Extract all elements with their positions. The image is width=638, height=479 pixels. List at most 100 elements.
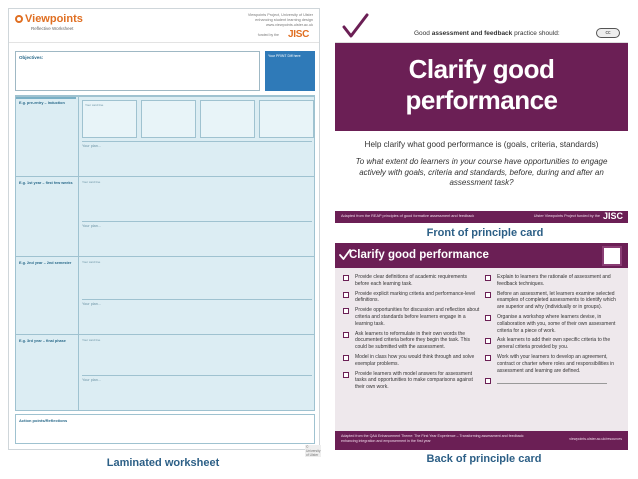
checklist-item: Provide opportunities for discussion and… — [343, 307, 481, 327]
worksheet-subtitle: Reflective Worksheet — [31, 26, 74, 31]
worksheet-footer: © University of Ulster — [305, 445, 322, 457]
plan-label: Your plan... — [82, 375, 312, 382]
checklist-item: Before an assessment, let learners exami… — [485, 291, 623, 311]
tagline-suffix: practice should: — [512, 30, 560, 37]
blue-note-label: Your PRINT Diff here — [268, 54, 301, 58]
row-divider — [78, 257, 79, 334]
back-footer-left: Adapted from the QAA Enhancement Theme: … — [341, 434, 525, 443]
checkbox-icon — [343, 331, 349, 338]
checklist-item-text: Provide opportunities for discussion and… — [355, 307, 480, 327]
row-label: E.g. 3rd year – final phase — [19, 339, 66, 343]
grid-logo-icon — [602, 246, 622, 266]
checkbox-icon — [343, 291, 349, 298]
back-footer-right: viewpoints.ulster.ac.uk/resources — [569, 437, 622, 441]
action-points-label: Action points/Reflections — [19, 418, 68, 423]
checklist-item-text: Model in class how you would think throu… — [355, 353, 475, 367]
header-info-line: www.viewpoints.ulster.ac.uk — [265, 23, 313, 27]
left-checklist: Provide clear definitions of academic re… — [343, 274, 481, 394]
checklist-item-text: Organise a workshop where learners devis… — [497, 313, 616, 334]
checklist-item: Ask learners to reformulate in their own… — [343, 331, 481, 351]
row-label: E.g. 1st year – first few weeks — [19, 181, 73, 185]
checklist-item-text: Work with your learners to develop an ag… — [497, 353, 614, 374]
checkbox-icon — [343, 275, 349, 281]
viewpoints-logo-icon — [15, 15, 23, 23]
back-principle-card: Clarify good performance Provide clear d… — [335, 243, 628, 450]
creative-commons-icon: cc — [596, 28, 620, 38]
checkbox-icon — [485, 314, 491, 321]
card-slot-label: Your card line — [82, 180, 101, 184]
front-principle-card: Good assessment and feedback practice sh… — [335, 10, 628, 223]
checkbox-icon — [343, 371, 349, 378]
checklist-item-text: Provide learners with model answers for … — [355, 370, 473, 391]
front-card-title: Clarify good performance — [405, 54, 559, 115]
blue-note-box: Your PRINT Diff here — [265, 51, 315, 91]
checkbox-icon — [343, 308, 349, 315]
laminated-worksheet: Viewpoints Reflective Worksheet Viewpoin… — [8, 8, 322, 457]
logo-text: Viewpoints — [25, 13, 83, 25]
jisc-logo: JISC — [287, 29, 309, 40]
checklist-item: Ask learners to add their own specific c… — [485, 337, 623, 351]
checklist-item-text: Provide explicit marking criteria and pe… — [355, 290, 476, 304]
tagline-prefix: Good — [414, 30, 432, 37]
worksheet-caption: Laminated worksheet — [106, 457, 220, 469]
jisc-logo: JISC — [602, 211, 623, 221]
card-slot-label: Your card line — [82, 260, 101, 264]
header-info-line: enhancing student learning design — [255, 18, 313, 22]
checklist-item: Provide explicit marking criteria and pe… — [343, 291, 481, 305]
row-label: E.g. pre-entry – Induction — [19, 101, 65, 105]
back-card-title: Clarify good performance — [349, 249, 489, 261]
checkbox-icon — [485, 275, 491, 281]
grid-header-bar — [16, 96, 76, 99]
checklist-item-text: Ask learners to reformulate in their own… — [355, 330, 470, 351]
right-checklist: Explain to learners the rationale of ass… — [485, 274, 623, 387]
checkbox-icon — [343, 354, 349, 361]
front-tagline: Good assessment and feedback practice sh… — [414, 30, 560, 37]
tagline-bold: assessment and feedback — [431, 30, 513, 37]
front-footer-left: Adapted from the REAP principles of good… — [341, 214, 475, 218]
plan-label: Your plan... — [82, 299, 312, 306]
checkbox-icon — [485, 291, 491, 298]
checklist-item-text: Explain to learners the rationale of ass… — [497, 274, 611, 287]
plan-label: Your plan... — [82, 221, 312, 228]
row-divider — [78, 177, 79, 256]
timeline-grid: E.g. pre-entry – Induction Your card lin… — [15, 95, 315, 411]
checklist-item: Provide learners with model answers for … — [343, 371, 481, 391]
back-caption: Back of principle card — [426, 453, 542, 465]
timeline-row: E.g. 3rd year – final phase Your card li… — [16, 334, 314, 410]
timeline-row: E.g. 1st year – first few weeks Your car… — [16, 176, 314, 256]
front-card-footer: Adapted from the REAP principles of good… — [335, 211, 628, 223]
checklist-item: Work with your learners to develop an ag… — [485, 354, 623, 374]
card-slot — [259, 100, 314, 138]
front-card-panel: Help clarify what good performance is (g… — [335, 131, 628, 211]
checklist-item-text: Provide clear definitions of academic re… — [355, 274, 467, 287]
worksheet-header: Viewpoints Reflective Worksheet Viewpoin… — [9, 9, 319, 43]
funded-by-label: funded by the — [257, 33, 279, 37]
checklist-item-text: Before an assessment, let learners exami… — [497, 290, 616, 311]
header-info-line: Viewpoints Project, University of Ulster — [247, 13, 313, 17]
card-slot — [200, 100, 255, 138]
card-slot-label: Your card line — [85, 103, 104, 107]
checklist-item-blank — [485, 377, 623, 385]
front-card-question: Help clarify what good performance is (g… — [364, 140, 599, 149]
blank-line — [497, 377, 607, 385]
checkbox-icon — [485, 354, 491, 361]
checklist-item: Explain to learners the rationale of ass… — [485, 274, 623, 288]
row-label: E.g. 2nd year – 2nd semester — [19, 261, 72, 265]
checkmark-icon — [339, 249, 351, 260]
checklist-item: Organise a workshop where learners devis… — [485, 314, 623, 334]
objectives-label: Objectives: — [19, 55, 44, 60]
card-slot-label: Your card line — [82, 338, 101, 342]
viewpoints-logo: Viewpoints — [15, 13, 83, 25]
back-card-panel: Provide clear definitions of academic re… — [335, 268, 628, 431]
card-slot: Your card line — [82, 100, 137, 138]
objectives-box: Objectives: — [15, 51, 260, 91]
row-divider — [78, 335, 79, 410]
checkbox-icon — [485, 338, 491, 345]
worksheet-header-info: Viewpoints Project, University of Ulster… — [248, 13, 313, 28]
front-card-header: Good assessment and feedback practice sh… — [335, 10, 628, 43]
checklist-item-text: Ask learners to add their own specific c… — [497, 337, 611, 351]
card-slot — [141, 100, 196, 138]
checkbox-icon — [485, 378, 491, 385]
action-points-box: Action points/Reflections — [15, 414, 315, 444]
front-caption: Front of principle card — [426, 227, 544, 239]
